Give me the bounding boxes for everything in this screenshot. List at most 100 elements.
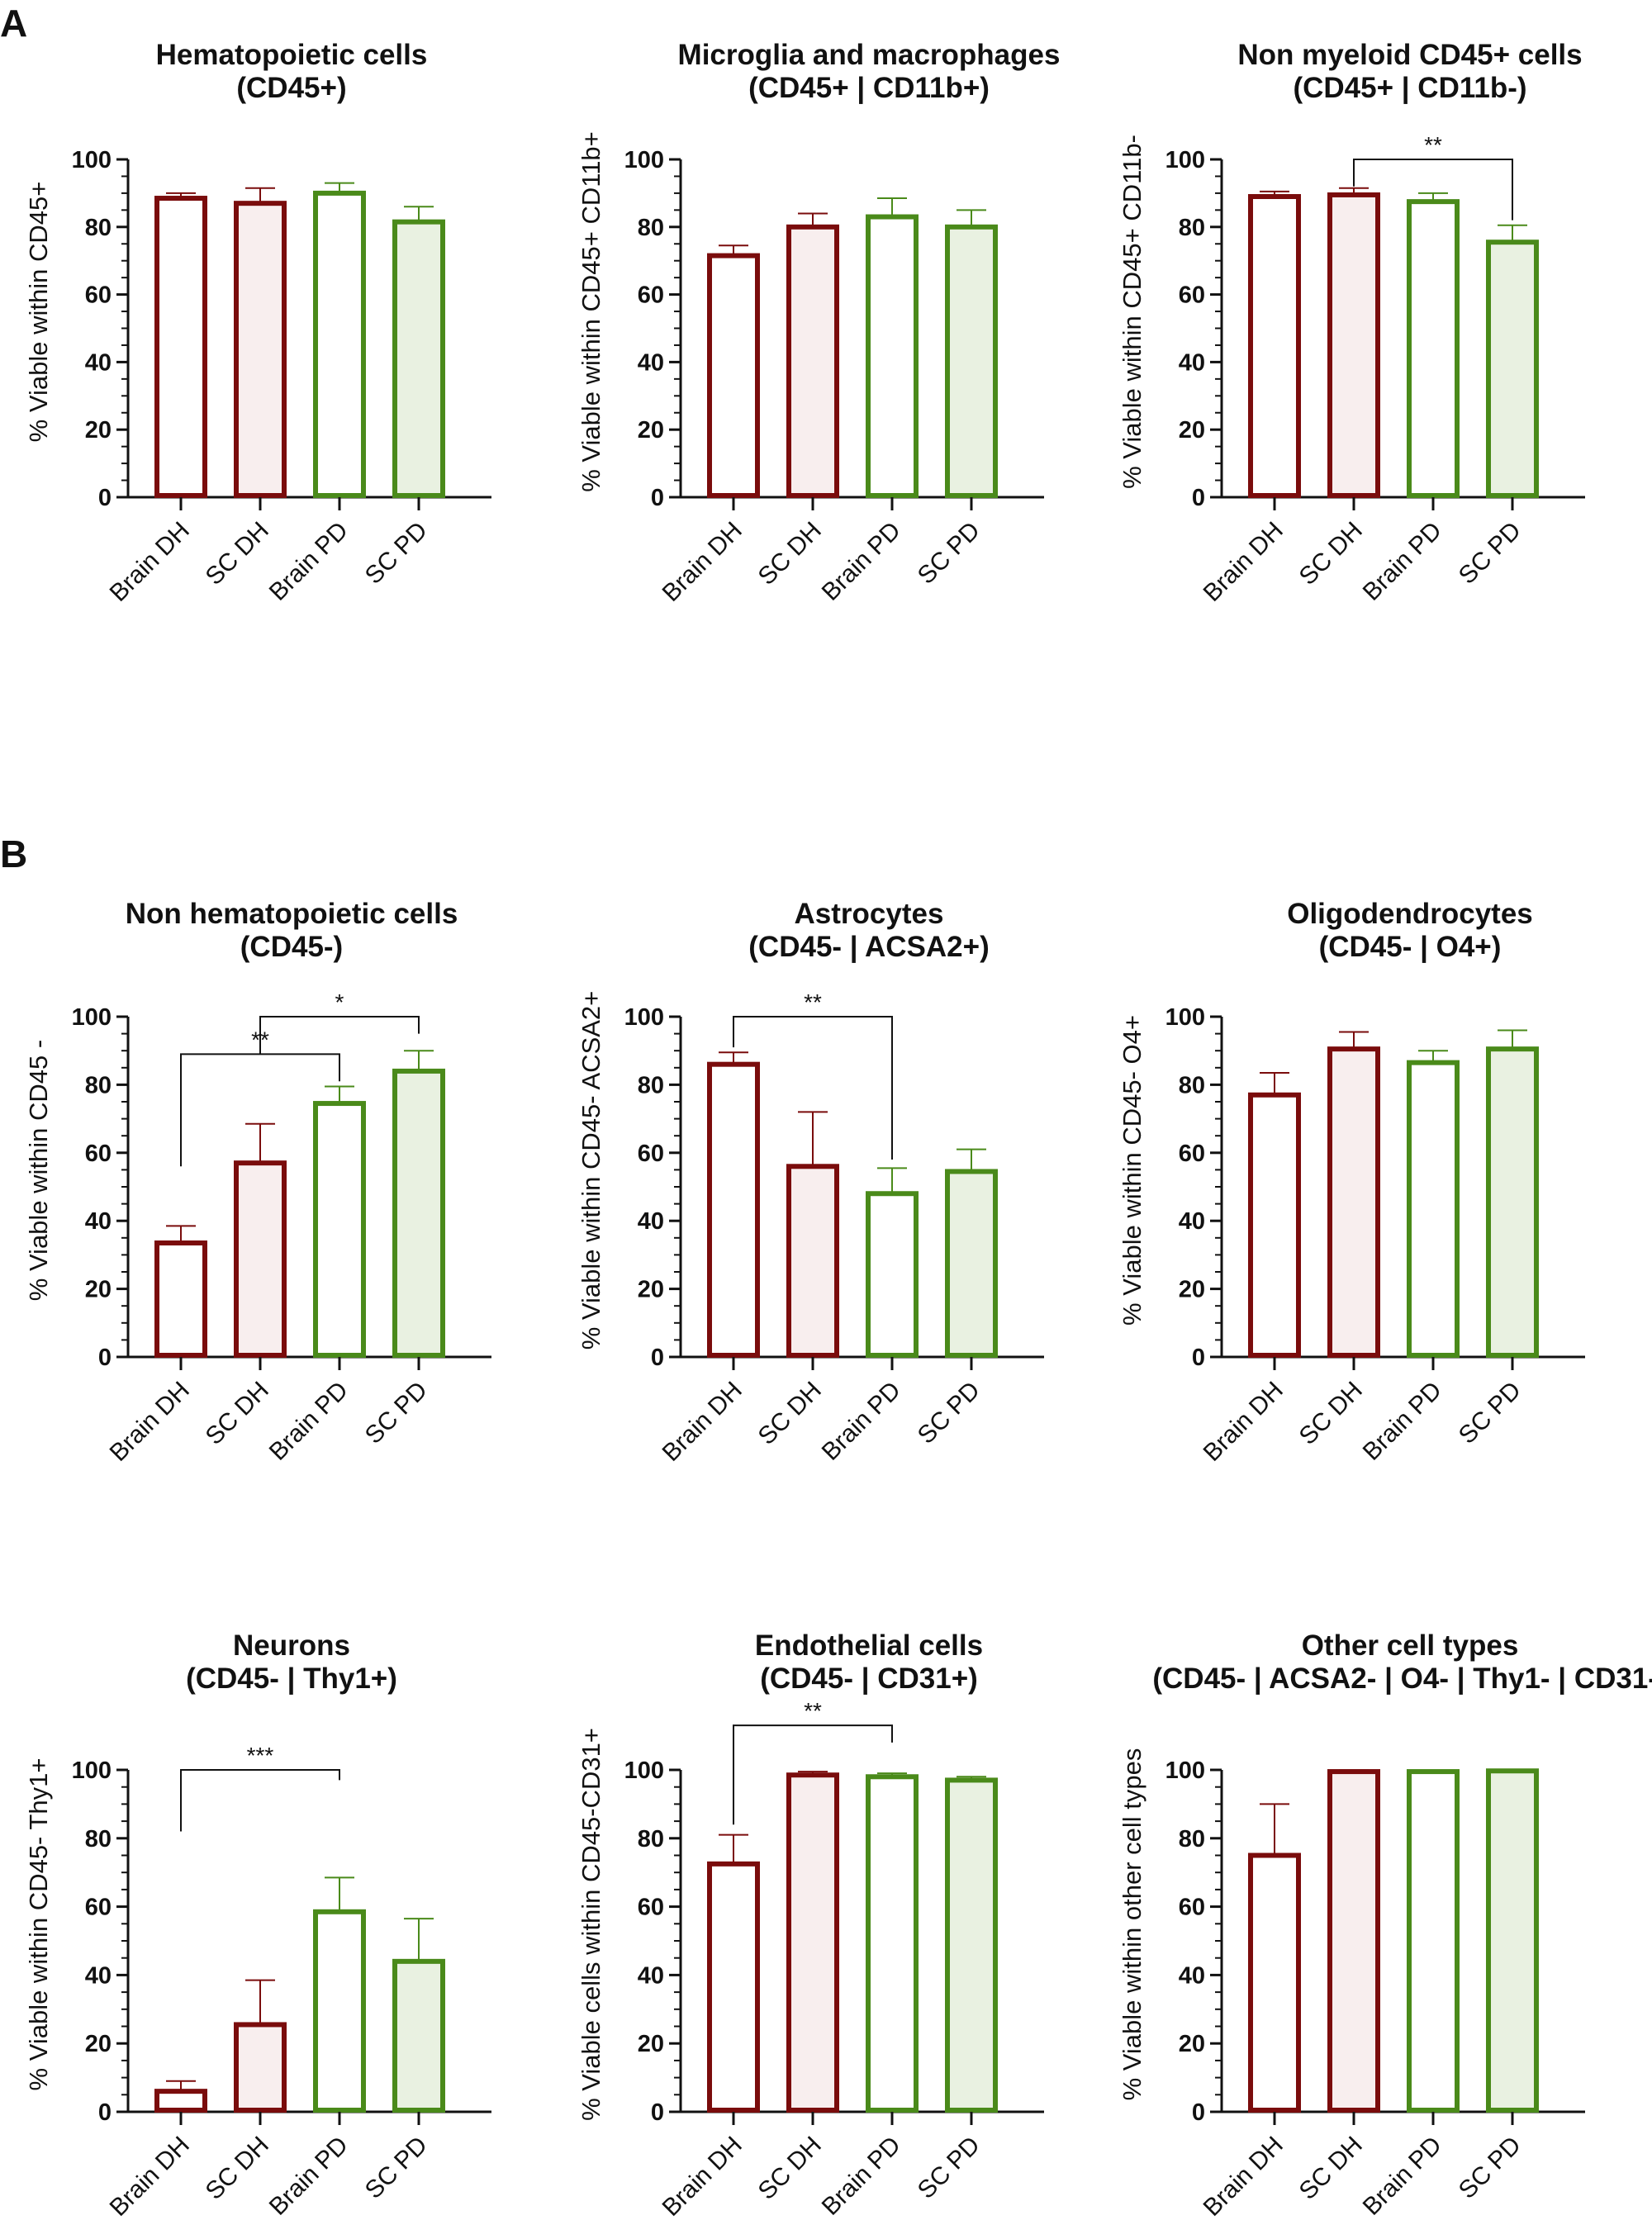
bar-2: [1407, 1769, 1460, 2113]
y-tick-label: 0: [98, 1345, 112, 1371]
y-axis-label: % Viable within CD45- Thy1+: [24, 1758, 53, 2091]
x-tick-label: SC DH: [753, 1377, 827, 1450]
x-tick-label: Brain DH: [1199, 2132, 1289, 2222]
chart-title: Endothelial cells: [755, 1629, 983, 1662]
significance-label: **: [804, 1698, 822, 1724]
chart-title: Non myeloid CD45+ cells: [1237, 39, 1582, 71]
y-tick-label: 40: [85, 1962, 112, 1989]
y-tick-label: 100: [1165, 147, 1205, 173]
panel-letter-a: A: [0, 2, 27, 45]
x-tick-label: Brain DH: [105, 2132, 195, 2222]
x-tick-label: SC DH: [201, 2132, 274, 2205]
significance-label: ***: [247, 1743, 274, 1768]
y-tick-label: 0: [1192, 1345, 1205, 1371]
y-tick-label: 60: [638, 1141, 664, 1167]
significance-label: *: [335, 989, 344, 1015]
bar-1: [786, 1772, 839, 2113]
y-tick-label: 100: [624, 147, 664, 173]
x-tick-label: SC PD: [1454, 517, 1526, 590]
chart-4: Astrocytes(CD45- | ACSA2+) % Viable withi…: [577, 898, 1044, 1467]
bar-0: [1248, 193, 1301, 499]
x-tick-label: SC PD: [360, 2132, 433, 2204]
x-tick-label: Brain DH: [105, 517, 195, 607]
y-axis-label: % Viable cells within CD45-CD31+: [577, 1728, 605, 2121]
y-tick-label: 20: [638, 1277, 664, 1303]
x-tick-label: Brain PD: [1358, 2132, 1447, 2221]
chart-subtitle: (CD45- | CD31+): [760, 1663, 978, 1695]
chart-0: Hematopoietic cells(CD45+) % Viable withi…: [24, 39, 491, 607]
x-tick-label: Brain PD: [817, 2132, 906, 2221]
bar-2: [313, 1909, 366, 2113]
y-tick-label: 60: [85, 1895, 112, 1921]
y-tick-label: 80: [85, 1072, 112, 1098]
chart-5: Oligodendrocytes(CD45- | O4+) % Viable wi…: [1118, 898, 1585, 1467]
chart-subtitle: (CD45- | O4+): [1319, 931, 1502, 963]
bar-0: [707, 253, 760, 498]
y-tick-label: 60: [638, 1895, 664, 1921]
x-tick-label: Brain PD: [817, 517, 906, 606]
bar-0: [1248, 1092, 1301, 1358]
bar-2: [866, 214, 919, 498]
y-tick-label: 80: [638, 215, 664, 241]
y-axis-label: % Viable within CD45 -: [24, 1040, 53, 1301]
y-tick-label: 20: [1179, 1277, 1205, 1303]
significance-label: **: [1424, 132, 1442, 158]
x-tick-label: SC DH: [1294, 2132, 1368, 2205]
y-tick-label: 0: [651, 2099, 664, 2126]
bar-2: [1407, 1060, 1460, 1358]
bar-2: [1407, 199, 1460, 498]
y-tick-label: 100: [1165, 1004, 1205, 1031]
y-axis-label: % Viable within CD45- O4+: [1118, 1015, 1146, 1326]
x-tick-label: SC PD: [913, 2132, 985, 2204]
chart-7: Endothelial cells(CD45- | CD31+) % Viable…: [577, 1629, 1044, 2222]
y-tick-label: 60: [638, 282, 664, 309]
bar-1: [786, 1164, 839, 1359]
y-tick-label: 80: [85, 215, 112, 241]
bar-3: [392, 219, 445, 498]
bar-1: [234, 201, 287, 498]
y-tick-label: 0: [651, 1345, 664, 1371]
bar-3: [945, 1777, 998, 2113]
x-tick-label: SC PD: [1454, 1377, 1526, 1449]
bar-0: [707, 1061, 760, 1359]
y-tick-label: 40: [638, 349, 664, 376]
significance-label: **: [804, 989, 822, 1015]
x-tick-label: Brain DH: [657, 2132, 748, 2222]
bar-0: [154, 1240, 207, 1358]
chart-subtitle: (CD45- | Thy1+): [186, 1663, 397, 1695]
y-axis-label: % Viable within other cell types: [1118, 1748, 1146, 2101]
bar-3: [945, 1169, 998, 1358]
bar-0: [154, 196, 207, 498]
y-tick-label: 20: [1179, 417, 1205, 444]
chart-subtitle: (CD45+ | CD11b+): [748, 72, 990, 104]
bar-0: [154, 2089, 207, 2113]
chart-subtitle: (CD45+ | CD11b-): [1293, 72, 1526, 104]
x-tick-label: Brain DH: [105, 1377, 195, 1467]
y-tick-label: 40: [85, 349, 112, 376]
y-axis-label: % Viable within CD45+: [24, 182, 53, 443]
y-tick-label: 100: [1165, 1758, 1205, 1784]
y-tick-label: 0: [651, 485, 664, 511]
chart-title: Oligodendrocytes: [1287, 898, 1533, 930]
bar-0: [1248, 1852, 1301, 2113]
bar-3: [1486, 1768, 1539, 2113]
x-tick-label: Brain PD: [817, 1377, 906, 1466]
chart-title: Other cell types: [1302, 1629, 1519, 1662]
y-tick-label: 20: [85, 1277, 112, 1303]
y-tick-label: 20: [638, 417, 664, 444]
y-tick-label: 20: [1179, 2031, 1205, 2057]
significance-bracket: [1353, 159, 1513, 221]
y-tick-label: 80: [1179, 1826, 1205, 1852]
y-tick-label: 0: [98, 2099, 112, 2126]
chart-subtitle: (CD45- | ACSA2- | O4- | Thy1- | CD31-): [1152, 1663, 1652, 1695]
y-tick-label: 100: [624, 1758, 664, 1784]
y-axis-label: % Viable within CD45- ACSA2+: [577, 991, 605, 1350]
y-tick-label: 20: [85, 417, 112, 444]
y-tick-label: 100: [72, 1758, 112, 1784]
chart-subtitle: (CD45- | ACSA2+): [748, 931, 989, 963]
chart-2: Non myeloid CD45+ cells(CD45+ | CD11b-)%…: [1118, 39, 1585, 607]
bar-3: [1486, 240, 1539, 498]
y-tick-label: 60: [1179, 1895, 1205, 1921]
y-tick-label: 60: [1179, 1141, 1205, 1167]
y-tick-label: 80: [638, 1826, 664, 1852]
